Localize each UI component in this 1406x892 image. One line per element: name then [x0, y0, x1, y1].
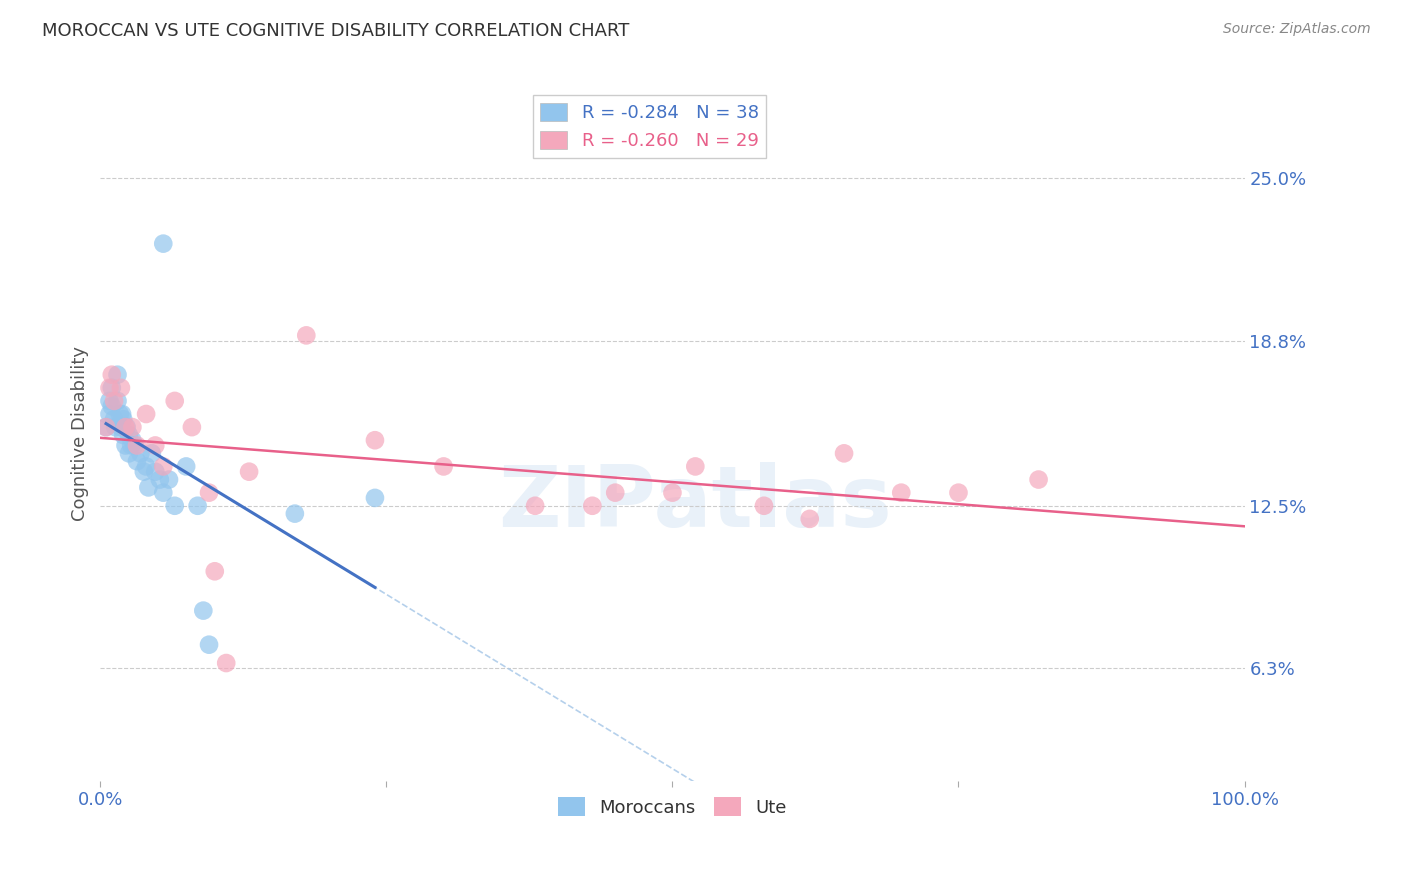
Point	[215, 656, 238, 670]
Point	[295, 328, 318, 343]
Point	[135, 459, 157, 474]
Point	[193, 604, 215, 618]
Point	[141, 446, 163, 460]
Point	[107, 393, 129, 408]
Point	[661, 485, 683, 500]
Point	[581, 499, 603, 513]
Point	[104, 420, 127, 434]
Point	[135, 407, 157, 421]
Point	[125, 438, 148, 452]
Point	[152, 236, 174, 251]
Point	[605, 485, 627, 500]
Point	[152, 459, 174, 474]
Point	[98, 381, 121, 395]
Legend: Moroccans, Ute: Moroccans, Ute	[551, 790, 794, 824]
Point	[284, 507, 307, 521]
Point	[364, 491, 387, 505]
Point	[110, 420, 132, 434]
Point	[94, 420, 117, 434]
Point	[94, 420, 117, 434]
Point	[204, 564, 226, 578]
Point	[125, 454, 148, 468]
Point	[103, 393, 125, 408]
Point	[103, 412, 125, 426]
Point	[114, 438, 136, 452]
Point	[101, 368, 124, 382]
Point	[120, 438, 142, 452]
Point	[364, 434, 387, 448]
Text: MOROCCAN VS UTE COGNITIVE DISABILITY CORRELATION CHART: MOROCCAN VS UTE COGNITIVE DISABILITY COR…	[42, 22, 630, 40]
Point	[118, 446, 141, 460]
Point	[685, 459, 707, 474]
Point	[433, 459, 456, 474]
Point	[98, 393, 121, 408]
Point	[132, 465, 155, 479]
Point	[107, 368, 129, 382]
Point	[238, 465, 260, 479]
Point	[121, 434, 143, 448]
Point	[948, 485, 970, 500]
Point	[98, 407, 121, 421]
Text: Source: ZipAtlas.com: Source: ZipAtlas.com	[1223, 22, 1371, 37]
Point	[198, 638, 221, 652]
Y-axis label: Cognitive Disability: Cognitive Disability	[72, 346, 89, 521]
Point	[118, 428, 141, 442]
Point	[187, 499, 209, 513]
Point	[112, 412, 135, 426]
Point	[149, 473, 172, 487]
Point	[799, 512, 821, 526]
Point	[101, 381, 124, 395]
Point	[110, 381, 132, 395]
Point	[121, 420, 143, 434]
Point	[163, 499, 186, 513]
Point	[124, 438, 146, 452]
Point	[1028, 473, 1050, 487]
Point	[115, 420, 138, 434]
Point	[143, 438, 166, 452]
Text: ZIPatlas: ZIPatlas	[499, 462, 893, 545]
Point	[524, 499, 547, 513]
Point	[174, 459, 197, 474]
Point	[108, 407, 131, 421]
Point	[163, 393, 186, 408]
Point	[198, 485, 221, 500]
Point	[152, 485, 174, 500]
Point	[101, 399, 124, 413]
Point	[111, 407, 134, 421]
Point	[114, 420, 136, 434]
Point	[138, 480, 160, 494]
Point	[890, 485, 912, 500]
Point	[112, 428, 135, 442]
Point	[752, 499, 775, 513]
Point	[832, 446, 855, 460]
Point	[143, 465, 166, 479]
Point	[129, 446, 152, 460]
Point	[157, 473, 180, 487]
Point	[180, 420, 202, 434]
